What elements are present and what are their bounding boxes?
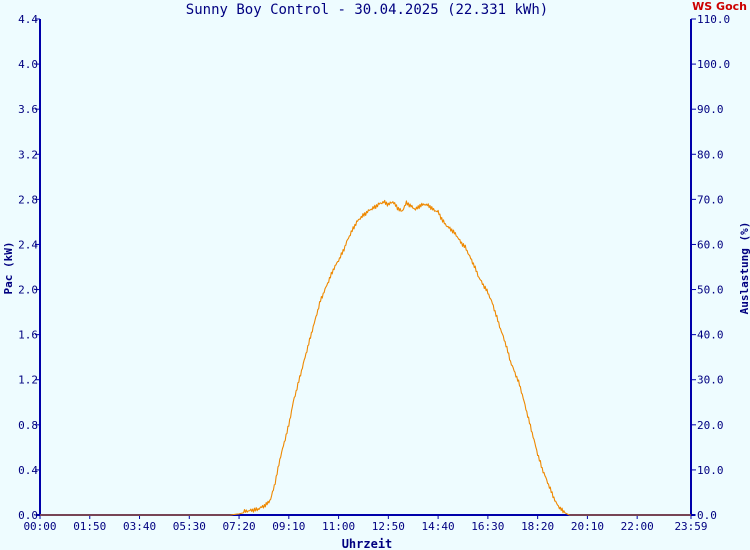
y2-tick-label: 70.0 <box>697 193 724 206</box>
y2-axis-label: Auslastung (%) <box>738 222 750 315</box>
brand-label: WS Goch <box>692 0 747 13</box>
y-tick-label: 0.4 <box>18 464 38 477</box>
y-tick-label: 2.8 <box>18 193 38 206</box>
y2-tick-label: 30.0 <box>697 374 724 387</box>
y2-tick-label: 50.0 <box>697 284 724 297</box>
y2-tick-label: 90.0 <box>697 103 724 116</box>
chart-title: Sunny Boy Control - 30.04.2025 (22.331 k… <box>186 2 548 18</box>
x-tick-label: 14:40 <box>422 520 455 533</box>
y-tick-label: 4.4 <box>18 13 38 26</box>
y2-tick-label: 80.0 <box>697 148 724 161</box>
y-tick-label: 4.0 <box>18 58 38 71</box>
x-tick-label: 03:40 <box>123 520 156 533</box>
x-tick-label: 23:59 <box>674 520 707 533</box>
x-axis-label: Uhrzeit <box>342 537 393 550</box>
ticks-group: 0.0 0.4 0.8 1.2 1.6 2.0 2.4 2.8 3.2 3.6 4.0 4.4 0.0 1… <box>18 13 730 533</box>
x-tick-label: 20:10 <box>571 520 604 533</box>
y2-tick-label: 10.0 <box>697 464 724 477</box>
y-tick-label: 0.8 <box>18 419 38 432</box>
x-tick-label: 16:30 <box>471 520 504 533</box>
y2-tick-label: 100.0 <box>697 58 730 71</box>
y-tick-label: 2.4 <box>18 238 38 251</box>
y2-tick-label: 0.0 <box>697 509 717 522</box>
y-tick-label: 3.6 <box>18 103 38 116</box>
y-axis-label: Pac (kW) <box>2 242 15 295</box>
y-tick-label: 0.0 <box>18 509 38 522</box>
x-tick-label: 12:50 <box>372 520 405 533</box>
y-tick-label: 3.2 <box>18 148 38 161</box>
x-tick-label: 18:20 <box>521 520 554 533</box>
power-series-line <box>40 199 691 516</box>
y-tick-label: 1.6 <box>18 329 38 342</box>
y2-tick-label: 110.0 <box>697 13 730 26</box>
y2-tick-label: 40.0 <box>697 329 724 342</box>
x-tick-label: 22:00 <box>621 520 654 533</box>
y-tick-label: 2.0 <box>18 284 38 297</box>
x-tick-label: 00:00 <box>23 520 56 533</box>
x-tick-label: 11:00 <box>322 520 355 533</box>
axes-group <box>36 19 695 516</box>
x-tick-label: 07:20 <box>222 520 255 533</box>
x-tick-label: 05:30 <box>173 520 206 533</box>
y2-tick-label: 20.0 <box>697 419 724 432</box>
y2-tick-label: 60.0 <box>697 238 724 251</box>
x-tick-label: 09:10 <box>272 520 305 533</box>
y-tick-label: 1.2 <box>18 374 38 387</box>
series-group <box>40 199 691 516</box>
x-tick-label: 01:50 <box>73 520 106 533</box>
